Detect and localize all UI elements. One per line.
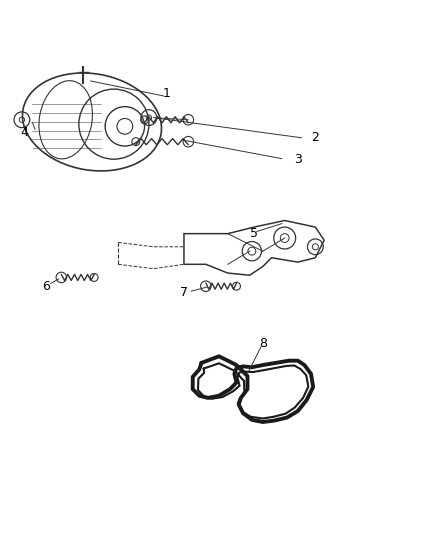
Text: 5: 5: [250, 227, 258, 240]
Text: 8: 8: [259, 337, 267, 350]
Text: 3: 3: [294, 152, 302, 166]
Text: 6: 6: [42, 280, 50, 293]
Text: 1: 1: [162, 87, 170, 100]
Text: 2: 2: [311, 131, 319, 144]
Text: 4: 4: [20, 126, 28, 140]
Text: 7: 7: [180, 286, 188, 300]
